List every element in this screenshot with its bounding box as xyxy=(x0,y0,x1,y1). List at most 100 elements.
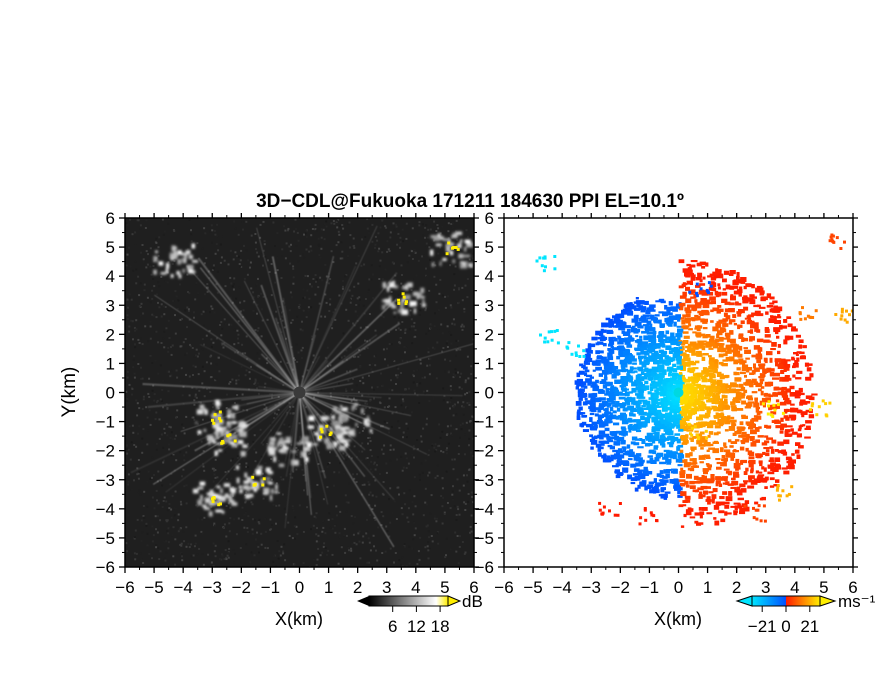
echo-cell xyxy=(272,437,276,442)
velocity-cell xyxy=(848,313,851,317)
echo-cell xyxy=(399,304,404,310)
velocity-cell xyxy=(714,275,718,279)
echo-cell xyxy=(464,239,471,244)
y-tick-label: −1 xyxy=(96,413,115,432)
velocity-cell xyxy=(790,485,794,489)
echo-cell xyxy=(300,438,306,444)
velocity-cell xyxy=(829,235,833,239)
strong-echo-cell xyxy=(228,433,232,437)
echo-cell xyxy=(228,496,233,500)
echo-cell xyxy=(203,407,206,412)
echo-cell xyxy=(268,449,276,456)
echo-cell xyxy=(204,409,208,415)
echo-cell xyxy=(389,285,397,288)
echo-cell xyxy=(273,456,277,462)
echo-cell xyxy=(341,416,348,423)
echo-cell xyxy=(182,268,185,273)
velocity-cell xyxy=(752,516,756,520)
echo-cell xyxy=(308,415,315,421)
echo-cell xyxy=(216,405,220,410)
velocity-cell xyxy=(832,240,836,244)
echo-cell xyxy=(448,238,451,244)
echo-cell xyxy=(322,427,328,430)
echo-cell xyxy=(223,483,231,487)
echo-cell xyxy=(243,485,249,490)
echo-cell xyxy=(215,509,223,513)
echo-cell xyxy=(463,254,471,258)
velocity-cell xyxy=(652,514,656,518)
echo-cell xyxy=(253,487,257,492)
velocity-cell xyxy=(776,403,780,407)
reflectivity-beam-rays xyxy=(130,225,474,548)
echo-cell xyxy=(268,446,272,452)
velocity-cell xyxy=(840,314,844,318)
echo-cell xyxy=(417,293,422,299)
strong-echo-cell xyxy=(218,410,222,414)
echo-cell xyxy=(413,308,417,314)
velocity-cell xyxy=(839,317,843,321)
velocity-cell xyxy=(769,413,773,417)
velocity-cell xyxy=(574,354,578,357)
echo-cell xyxy=(178,274,182,279)
velocity-cell xyxy=(811,316,815,319)
velocity-cell xyxy=(705,288,709,292)
echo-cell xyxy=(336,434,341,440)
velocity-cell xyxy=(840,310,844,314)
velocity-cell xyxy=(840,307,844,311)
strong-echo-cell xyxy=(402,295,406,299)
echo-cell xyxy=(274,491,279,494)
echo-cell xyxy=(384,298,391,303)
velocity-cell xyxy=(577,344,580,348)
x-tick-label: 3 xyxy=(382,578,391,597)
echo-cell xyxy=(459,262,464,268)
echo-cell xyxy=(446,246,450,253)
y-tick-label: 1 xyxy=(485,354,494,373)
echo-cell xyxy=(227,409,232,414)
echo-cell xyxy=(264,477,271,480)
echo-cell xyxy=(420,287,425,294)
echo-cell xyxy=(202,504,207,508)
velocity-cell xyxy=(598,508,602,512)
echo-cell xyxy=(211,416,218,419)
echo-cell xyxy=(227,414,231,419)
colorbar-tick-label: 21 xyxy=(800,617,819,636)
velocity-pixels xyxy=(535,233,853,528)
velocity-cell xyxy=(565,345,569,349)
velocity-cell xyxy=(759,519,763,523)
echo-cell xyxy=(361,408,364,414)
echo-cell xyxy=(451,235,458,238)
echo-cell xyxy=(455,231,463,236)
echo-cell xyxy=(431,262,435,267)
velocity-cell xyxy=(835,236,839,240)
x-tick-label: −3 xyxy=(203,578,222,597)
y-tick-label: −2 xyxy=(96,442,115,461)
echo-cell xyxy=(215,434,220,439)
y-tick-label: 0 xyxy=(106,384,115,403)
echo-cell xyxy=(169,252,176,257)
strong-echo-cell xyxy=(320,430,324,434)
y-tick-label: 1 xyxy=(106,354,115,373)
echo-cell xyxy=(214,500,222,505)
echo-cell xyxy=(341,440,348,443)
echo-cell xyxy=(231,487,236,493)
echo-cell xyxy=(232,405,238,409)
echo-cell xyxy=(345,414,348,418)
echo-cell xyxy=(336,421,342,426)
echo-cell xyxy=(347,431,354,434)
echo-cell xyxy=(291,450,297,453)
velocity-cell xyxy=(767,400,771,404)
strong-echo-cell xyxy=(218,417,221,420)
echo-cell xyxy=(174,250,177,254)
velocity-cell xyxy=(830,233,834,237)
echo-cell xyxy=(239,489,243,494)
velocity-cell xyxy=(815,413,819,417)
x-tick-label: 6 xyxy=(469,578,478,597)
echo-cell xyxy=(195,421,198,424)
echo-cell xyxy=(219,488,223,494)
velocity-cell xyxy=(688,290,692,294)
figure-title: 3D−CDL@Fukuoka 171211 184630 PPI EL=10.1… xyxy=(256,191,684,212)
echo-cell xyxy=(276,442,280,448)
echo-cell xyxy=(228,500,235,503)
x-tick-label: −4 xyxy=(552,578,571,597)
